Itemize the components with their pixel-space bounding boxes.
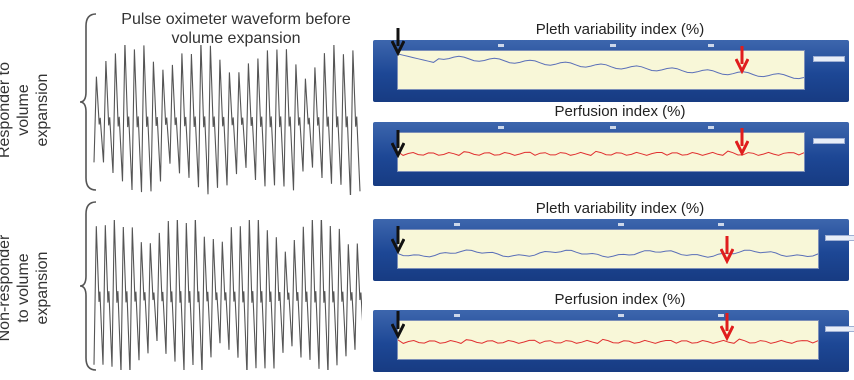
panel-title-non-responder-pvi: Pleth variability index (%) [535, 200, 705, 217]
pi-trace [398, 150, 804, 156]
waveform-line [93, 45, 361, 195]
black-arrow-icon [391, 130, 405, 158]
row-label-responder: Responder to volume expansion [0, 61, 51, 159]
value-box [813, 138, 845, 144]
monitor-responder-pvi [373, 40, 849, 102]
responder-pulse-waveform [93, 45, 361, 195]
waveform-title: Pulse oximeter waveform before volume ex… [121, 11, 351, 47]
plot-area [397, 314, 819, 360]
monitor-non-responder-pi [373, 310, 854, 372]
value-box [825, 326, 854, 332]
plot-area [397, 126, 805, 172]
plot-area [397, 44, 805, 90]
monitor-responder-pi [373, 122, 849, 186]
waveform-line [93, 220, 362, 370]
trace-line [398, 338, 818, 344]
pvi-trace [398, 53, 804, 80]
trace-line [398, 150, 804, 156]
pvi-trace [398, 249, 818, 258]
value-box [825, 235, 854, 241]
black-arrow-icon [391, 28, 405, 56]
panel-title-responder-pvi: Pleth variability index (%) [535, 21, 705, 38]
black-arrow-icon [391, 311, 405, 339]
trace-line [398, 249, 818, 258]
pi-trace [398, 338, 818, 344]
black-arrow-icon [391, 226, 405, 254]
non-responder-pulse-waveform [93, 220, 362, 370]
panel-title-non-responder-pi: Perfusion index (%) [554, 291, 686, 308]
responder-brace [80, 13, 97, 191]
trace-line [398, 53, 804, 80]
red-arrow-icon [720, 313, 734, 341]
monitor-non-responder-pvi [373, 219, 854, 281]
plot-area [397, 223, 819, 269]
red-arrow-icon [735, 128, 749, 156]
value-box [813, 56, 845, 62]
red-arrow-icon [720, 236, 734, 264]
non-responder-brace [80, 201, 97, 371]
row-label-non-responder: Non-responder to volume expansion [0, 234, 51, 342]
panel-title-responder-pi: Perfusion index (%) [554, 103, 686, 120]
red-arrow-icon [735, 46, 749, 74]
